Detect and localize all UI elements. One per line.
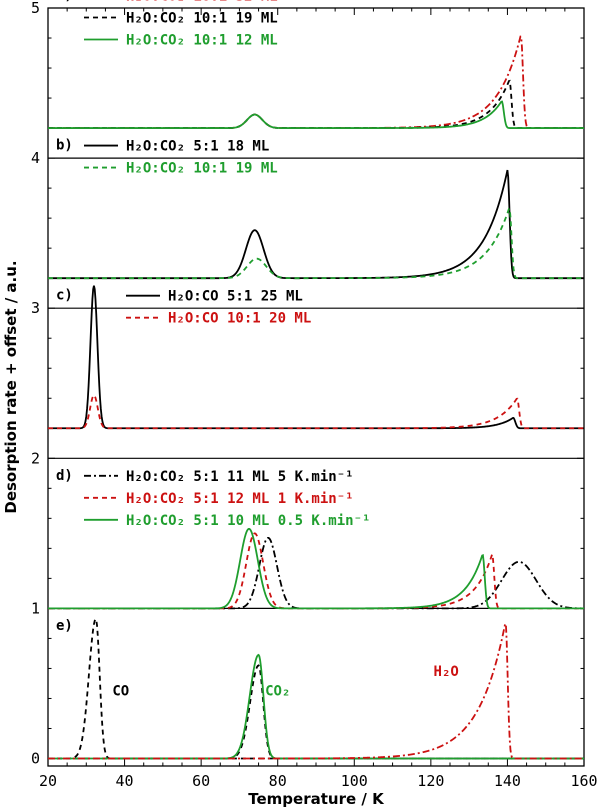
legend-label: H₂O:CO 10:1 20 ML: [168, 311, 311, 327]
y-tick-label: 3: [31, 299, 40, 317]
x-tick-label: 20: [39, 772, 57, 790]
species-label: H₂O: [434, 664, 459, 680]
series-line: [48, 79, 584, 129]
x-tick-label: 160: [570, 772, 597, 790]
y-tick-label: 1: [31, 599, 40, 617]
panel-tag: c): [56, 288, 73, 304]
x-tick-label: 140: [494, 772, 521, 790]
series-line: [48, 100, 584, 129]
series-line: [48, 169, 584, 280]
legend-label: H₂O:CO 5:1 25 ML: [168, 289, 303, 305]
series-line: [48, 207, 584, 280]
legend-label: H₂O:CO₂ 5:1 10 ML 0.5 K.min⁻¹: [126, 513, 370, 529]
legend-label: H₂O:CO₂ 10:1 19 ML: [126, 161, 278, 177]
legend-label: H₂O:CO₂ 5:1 11 ML 5 K.min⁻¹: [126, 469, 354, 485]
x-tick-label: 40: [116, 772, 134, 790]
y-axis-label: Desorption rate + offset / a.u.: [2, 260, 20, 513]
series-line: [48, 664, 584, 760]
panel-annotation: X 2: [543, 0, 568, 3]
series-line: [48, 528, 584, 610]
legend-label: H₂O:CO₂ 5:1 12 ML 1 K.min⁻¹: [126, 491, 354, 507]
y-tick-label: 5: [31, 0, 40, 17]
series-line: [48, 653, 584, 760]
plot-frame: [47, 7, 585, 767]
y-tick-label: 0: [31, 749, 40, 767]
x-tick-label: 60: [192, 772, 210, 790]
series-line: [48, 532, 584, 610]
legend-label: H₂O:CO₂ 10:1 32 ML: [126, 0, 278, 4]
legend-label: H₂O:CO₂ 5:1 18 ML: [126, 139, 269, 155]
species-label: CO₂: [265, 683, 290, 699]
legend-label: H₂O:CO₂ 10:1 19 ML: [126, 10, 278, 26]
series-line: [48, 285, 584, 430]
series-line: [48, 537, 585, 610]
species-label: CO: [112, 683, 129, 699]
panel-tag: d): [56, 468, 73, 484]
x-tick-label: 80: [269, 772, 287, 790]
axis-ticks: 20 40 60 80 100 120 140 160 0 1 2 3 4 5: [31, 0, 598, 790]
panel-tag: a): [56, 0, 73, 3]
y-tick-label: 4: [31, 149, 40, 167]
panel-dividers: [48, 157, 584, 609]
legends: a) X 2 H₂O:CO₂ 10:1 32 ML H₂O:CO₂ 10:1 19 M…: [56, 0, 569, 699]
x-tick-label: 100: [341, 772, 368, 790]
panel-tag: b): [56, 138, 73, 154]
x-tick-label: 120: [417, 772, 444, 790]
series-line: [48, 394, 584, 430]
curves: [48, 35, 585, 760]
panel-tag: e): [56, 618, 73, 634]
y-tick-label: 2: [31, 449, 40, 467]
x-axis-label: Temperature / K: [248, 790, 385, 808]
legend-label: H₂O:CO₂ 10:1 12 ML: [126, 32, 278, 48]
